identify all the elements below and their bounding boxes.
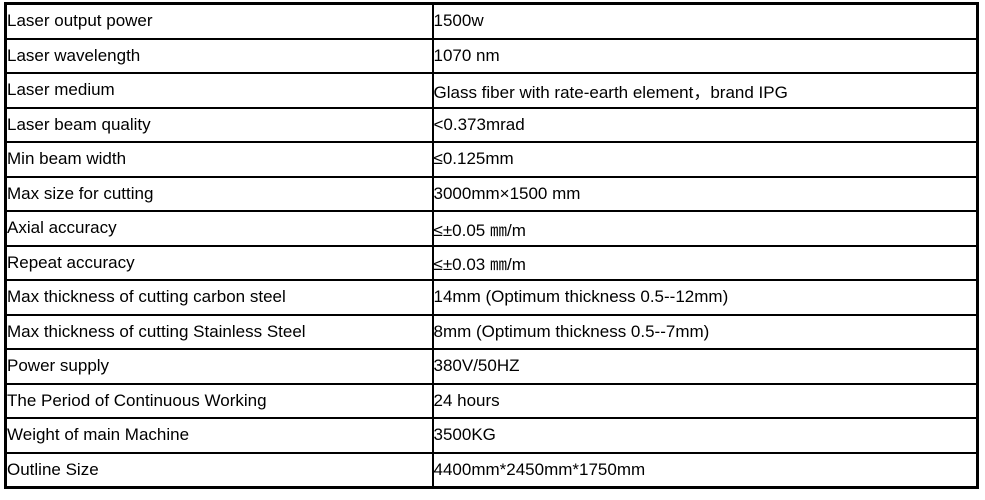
spec-value-cell: ≤0.125mm: [431, 141, 979, 178]
table-row: Laser medium Glass fiber with rate-earth…: [4, 72, 979, 109]
table-row: Max thickness of cutting Stainless Steel…: [4, 313, 979, 350]
spec-value-cell: Glass fiber with rate-earth element，bran…: [431, 72, 979, 109]
spec-name-cell: Laser medium: [4, 72, 434, 109]
spec-value-cell: 380V/50HZ: [431, 348, 979, 385]
spec-value-cell: <0.373mrad: [431, 106, 979, 143]
spec-name-cell: Max thickness of cutting Stainless Steel: [4, 313, 434, 350]
table-row: Power supply 380V/50HZ: [4, 348, 979, 385]
spec-value-cell: 3500KG: [431, 417, 979, 454]
spec-name-cell: Max thickness of cutting carbon steel: [4, 279, 434, 316]
spec-table-body: Laser output power 1500w Laser wavelengt…: [4, 2, 979, 489]
spec-name-cell: Axial accuracy: [4, 210, 434, 247]
spec-value-cell: 1500w: [431, 2, 979, 40]
spec-name-cell: Repeat accuracy: [4, 244, 434, 281]
table-row: Laser beam quality <0.373mrad: [4, 106, 979, 143]
spec-value-cell: ≤±0.05 ㎜/m: [431, 210, 979, 247]
table-row: Repeat accuracy ≤±0.03 ㎜/m: [4, 244, 979, 281]
spec-name-cell: Max size for cutting: [4, 175, 434, 212]
table-row: Laser output power 1500w: [4, 2, 979, 40]
spec-value-cell: ≤±0.03 ㎜/m: [431, 244, 979, 281]
table-row: Axial accuracy ≤±0.05 ㎜/m: [4, 210, 979, 247]
table-row: Min beam width ≤0.125mm: [4, 141, 979, 178]
spec-value-cell: 3000mm×1500 mm: [431, 175, 979, 212]
spec-name-cell: Outline Size: [4, 451, 434, 489]
spec-name-cell: The Period of Continuous Working: [4, 382, 434, 419]
spec-name-cell: Weight of main Machine: [4, 417, 434, 454]
spec-value-cell: 24 hours: [431, 382, 979, 419]
spec-name-cell: Laser wavelength: [4, 37, 434, 74]
spec-value-cell: 8mm (Optimum thickness 0.5--7mm): [431, 313, 979, 350]
spec-table: Laser output power 1500w Laser wavelengt…: [4, 2, 979, 489]
table-row: Weight of main Machine 3500KG: [4, 417, 979, 454]
table-row: Outline Size 4400mm*2450mm*1750mm: [4, 451, 979, 489]
spec-name-cell: Power supply: [4, 348, 434, 385]
table-row: The Period of Continuous Working 24 hour…: [4, 382, 979, 419]
spec-value-cell: 1070 nm: [431, 37, 979, 74]
table-row: Max size for cutting 3000mm×1500 mm: [4, 175, 979, 212]
spec-value-cell: 4400mm*2450mm*1750mm: [431, 451, 979, 489]
spec-name-cell: Laser beam quality: [4, 106, 434, 143]
table-row: Max thickness of cutting carbon steel 14…: [4, 279, 979, 316]
table-row: Laser wavelength 1070 nm: [4, 37, 979, 74]
spec-name-cell: Laser output power: [4, 2, 434, 40]
spec-name-cell: Min beam width: [4, 141, 434, 178]
spec-value-cell: 14mm (Optimum thickness 0.5--12mm): [431, 279, 979, 316]
